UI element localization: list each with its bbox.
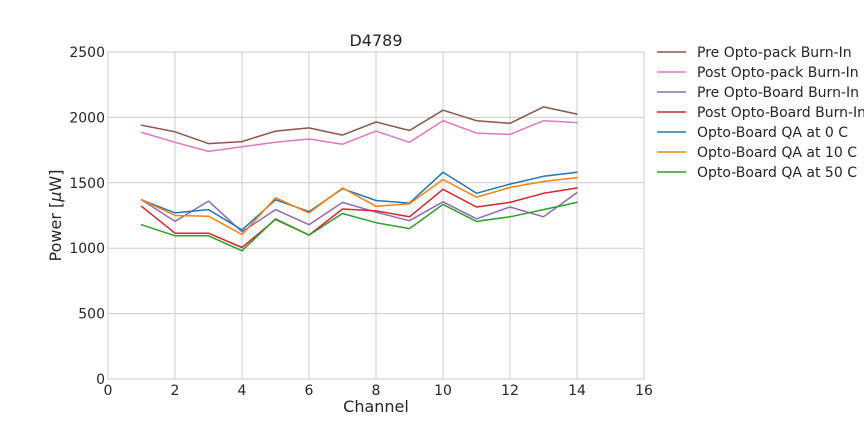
- legend-label-7: Opto-Board QA at 50 C: [697, 165, 857, 181]
- legend-label-2: Post Opto-pack Burn-In: [697, 65, 859, 81]
- x-tick-label: 6: [305, 383, 314, 399]
- plot-frame: [107, 51, 645, 380]
- series-line-5: [140, 171, 578, 231]
- x-tick-label: 16: [635, 383, 653, 399]
- y-axis-ticks: 0 500 1000 1500 2000 2500: [69, 45, 105, 388]
- y-axis-label-prefix: Power [: [46, 202, 65, 262]
- y-tick-label: 2500: [69, 45, 105, 61]
- legend-label-4: Post Opto-Board Burn-In: [697, 105, 864, 121]
- y-tick-label: 1000: [69, 241, 105, 257]
- x-tick-label: 8: [372, 383, 381, 399]
- y-tick-label: 500: [78, 307, 105, 323]
- series-line-3: [140, 191, 578, 233]
- legend-label-3: Pre Opto-Board Burn-In: [697, 85, 859, 101]
- series-line-2: [140, 119, 578, 153]
- y-axis-label-mu: μ: [46, 192, 65, 203]
- y-tick-label: 2000: [69, 110, 105, 126]
- y-tick-label: 0: [96, 372, 105, 388]
- x-tick-label: 12: [501, 383, 519, 399]
- x-tick-label: 0: [104, 383, 113, 399]
- x-axis-ticks: 0 2 4 6 8 10 12 14 16: [104, 383, 653, 399]
- x-axis-label: Channel: [343, 397, 409, 416]
- x-tick-label: 14: [568, 383, 586, 399]
- series-line-7: [140, 201, 578, 252]
- series-line-6: [140, 176, 578, 236]
- y-tick-label: 1500: [69, 176, 105, 192]
- x-tick-label: 2: [171, 383, 180, 399]
- y-axis-label-suffix: W]: [46, 170, 65, 192]
- legend-label-5: Opto-Board QA at 0 C: [697, 125, 848, 141]
- series-line-1: [140, 106, 578, 145]
- y-axis-label: Power [μW]: [46, 170, 65, 262]
- series-line-4: [140, 187, 578, 249]
- legend: Pre Opto-pack Burn-In Post Opto-pack Burn…: [657, 45, 864, 181]
- x-tick-label: 4: [238, 383, 247, 399]
- x-tick-label: 10: [434, 383, 452, 399]
- legend-label-6: Opto-Board QA at 10 C: [697, 145, 857, 161]
- chart-title: D4789: [349, 31, 402, 50]
- legend-label-1: Pre Opto-pack Burn-In: [697, 45, 852, 61]
- series-lines: [140, 106, 578, 252]
